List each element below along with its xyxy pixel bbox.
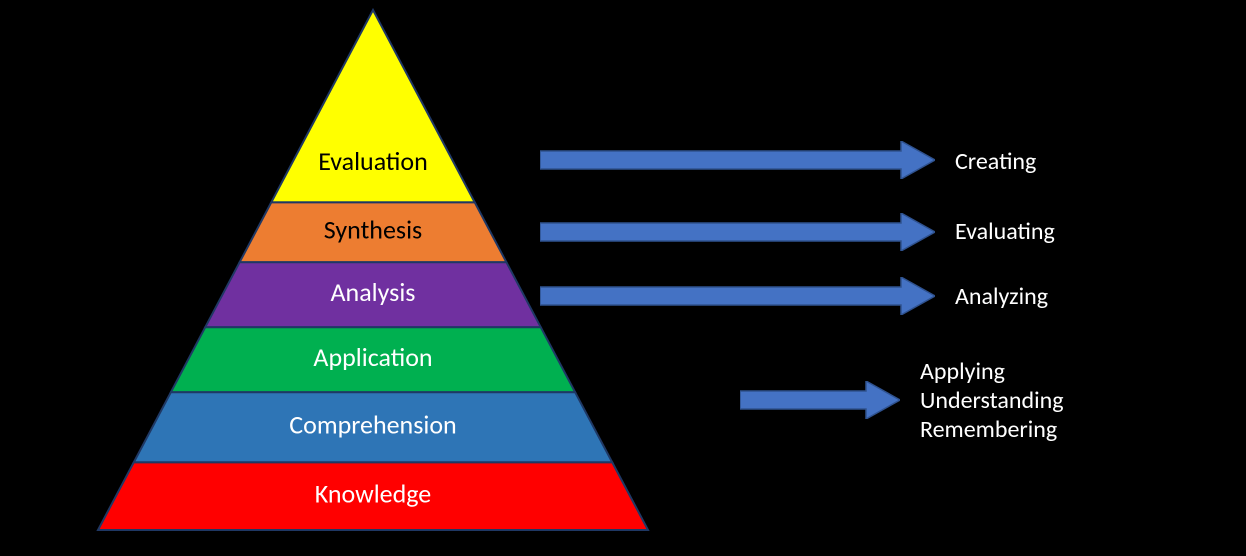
arrow-lower xyxy=(740,381,900,419)
arrow-synthesis xyxy=(540,213,935,251)
arrow-evaluation xyxy=(540,141,935,179)
arrow-evaluation-shape xyxy=(540,141,935,179)
pyramid-label-comprehension: Comprehension xyxy=(289,409,456,441)
pyramid-label-application: Application xyxy=(313,341,432,373)
arrow-lower-shape xyxy=(740,381,900,419)
arrow-analysis xyxy=(540,277,935,315)
label-analyzing: Analyzing xyxy=(955,283,1048,312)
arrow-synthesis-shape xyxy=(540,213,935,251)
arrow-analysis-shape xyxy=(540,277,935,315)
pyramid-label-knowledge: Knowledge xyxy=(315,477,431,509)
label-evaluating: Evaluating xyxy=(955,218,1055,247)
label-creating: Creating xyxy=(955,148,1036,177)
diagram-stage: { "canvas": { "width": 1246, "height": 5… xyxy=(0,0,1246,556)
pyramid-label-evaluation: Evaluation xyxy=(318,145,428,177)
label-applying: Applying Understanding Remembering xyxy=(920,358,1064,444)
pyramid-label-analysis: Analysis xyxy=(331,276,416,308)
pyramid-label-synthesis: Synthesis xyxy=(324,214,422,246)
